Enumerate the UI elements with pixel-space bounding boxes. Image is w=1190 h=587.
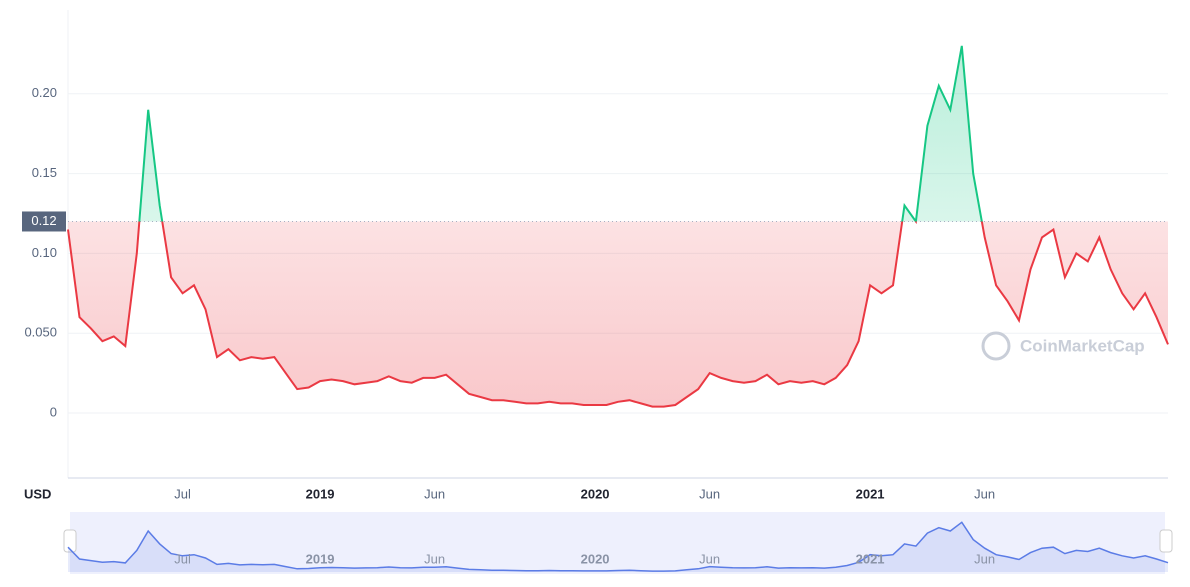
x-tick-label: Jun — [424, 486, 445, 501]
y-tick-label: 0.050 — [24, 325, 57, 340]
navigator-tick-label: Jul — [174, 551, 191, 566]
x-tick-label: Jul — [174, 486, 191, 501]
navigator-tick-label: Jun — [974, 551, 995, 566]
axis-label: USD — [24, 486, 51, 501]
watermark: CoinMarketCap — [1020, 336, 1145, 355]
y-tick-label: 0.10 — [32, 245, 57, 260]
navigator-area — [68, 522, 1168, 572]
navigator-tick-label: 2020 — [581, 551, 610, 566]
navigator-handle[interactable] — [1159, 529, 1173, 553]
x-tick-label: 2020 — [581, 486, 610, 501]
navigator — [70, 512, 1165, 574]
y-tick-label: 0.20 — [32, 85, 57, 100]
x-tick-label: 2021 — [856, 486, 885, 501]
x-tick-label: Jun — [974, 486, 995, 501]
navigator-line — [67, 521, 1169, 572]
navigator-tick-label: 2019 — [306, 551, 335, 566]
navigator-tick-label: 2021 — [856, 551, 885, 566]
x-tick-label: 2019 — [306, 486, 335, 501]
reference-label: 0.12 — [31, 213, 56, 228]
watermark-logo — [981, 331, 1011, 361]
area-below — [68, 221, 1168, 407]
y-tick-label: 0.15 — [32, 165, 57, 180]
navigator-tick-label: Jun — [424, 551, 445, 566]
navigator-tick-label: Jun — [699, 551, 720, 566]
y-tick-label: 0 — [50, 404, 57, 419]
navigator-handle[interactable] — [63, 529, 77, 553]
x-tick-label: Jun — [699, 486, 720, 501]
reference-badge — [22, 211, 66, 232]
price-line — [67, 221, 1169, 408]
